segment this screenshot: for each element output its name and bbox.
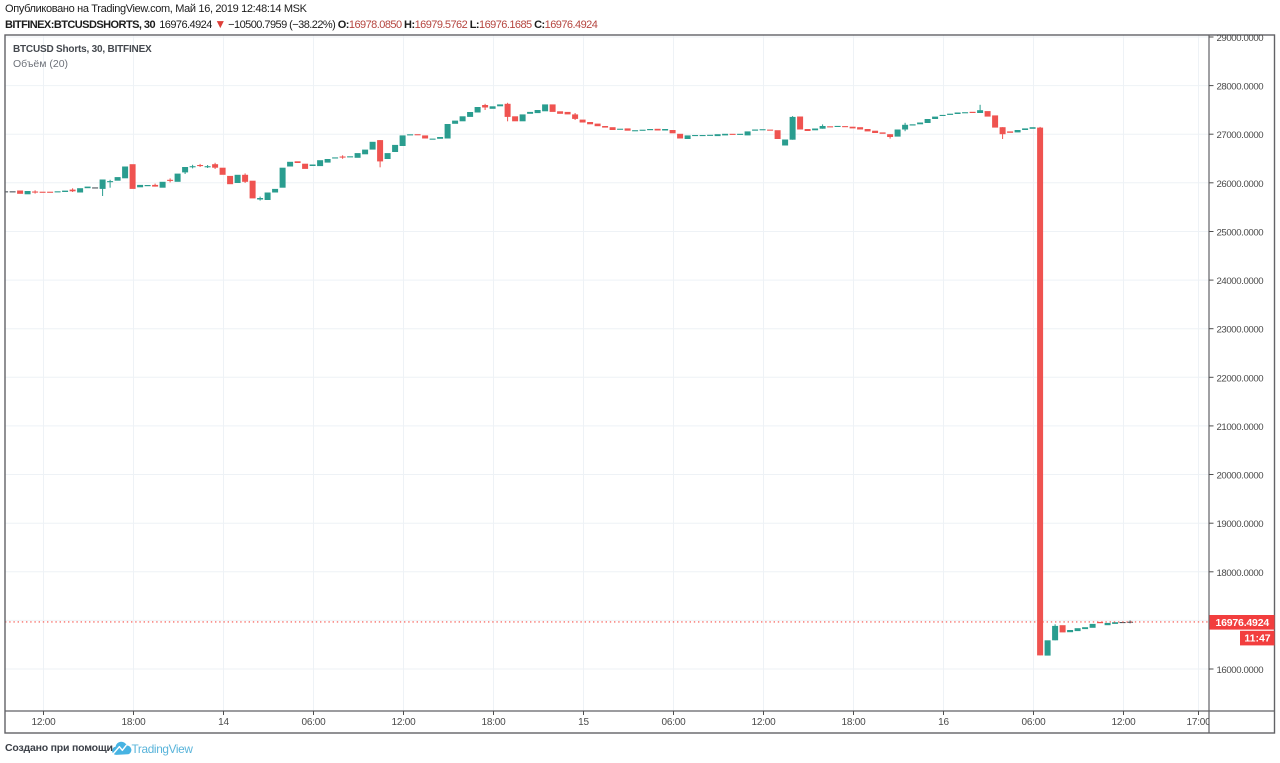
svg-text:06:00: 06:00 (661, 717, 686, 728)
svg-text:16000.0000: 16000.0000 (1217, 665, 1264, 676)
svg-text:22000.0000: 22000.0000 (1217, 373, 1264, 384)
svg-text:28000.0000: 28000.0000 (1217, 82, 1264, 93)
svg-text:16: 16 (938, 717, 949, 728)
svg-text:TradingView: TradingView (132, 742, 194, 756)
svg-text:27000.0000: 27000.0000 (1217, 130, 1264, 141)
svg-text:16976.4924: 16976.4924 (1216, 617, 1270, 629)
svg-text:29000.0000: 29000.0000 (1217, 33, 1264, 44)
svg-text:21000.0000: 21000.0000 (1217, 422, 1264, 433)
svg-text:17:00: 17:00 (1186, 717, 1211, 728)
svg-text:20000.0000: 20000.0000 (1217, 471, 1264, 482)
svg-text:23000.0000: 23000.0000 (1217, 325, 1264, 336)
svg-text:18000.0000: 18000.0000 (1217, 568, 1264, 579)
svg-text:26000.0000: 26000.0000 (1217, 179, 1264, 190)
svg-text:06:00: 06:00 (301, 717, 326, 728)
svg-text:18:00: 18:00 (841, 717, 866, 728)
svg-text:25000.0000: 25000.0000 (1217, 228, 1264, 239)
svg-text:24000.0000: 24000.0000 (1217, 276, 1264, 287)
svg-text:11:47: 11:47 (1244, 633, 1270, 645)
svg-text:18:00: 18:00 (481, 717, 506, 728)
svg-text:19000.0000: 19000.0000 (1217, 519, 1264, 530)
svg-text:06:00: 06:00 (1021, 717, 1046, 728)
svg-text:18:00: 18:00 (121, 717, 146, 728)
svg-text:12:00: 12:00 (391, 717, 416, 728)
svg-text:14: 14 (218, 717, 229, 728)
svg-text:12:00: 12:00 (31, 717, 56, 728)
svg-text:15: 15 (578, 717, 589, 728)
svg-text:12:00: 12:00 (751, 717, 776, 728)
svg-text:12:00: 12:00 (1111, 717, 1136, 728)
